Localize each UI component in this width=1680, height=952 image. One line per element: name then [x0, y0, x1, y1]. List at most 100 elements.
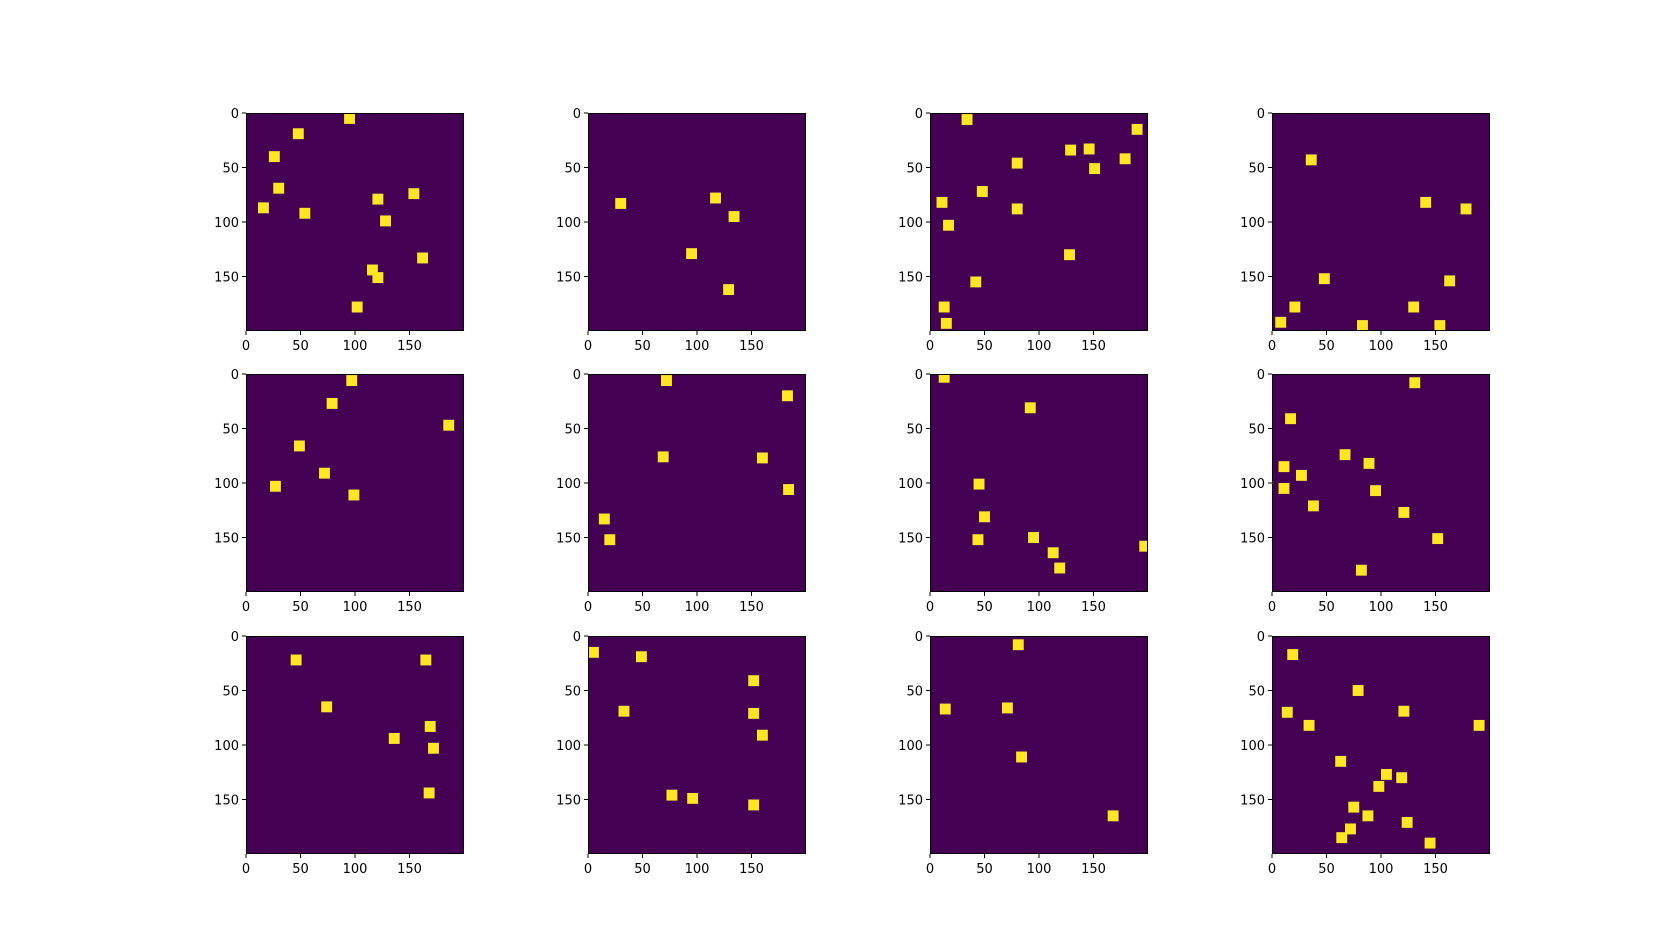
x-tick-label: 150	[739, 600, 764, 615]
data-square	[1054, 562, 1066, 574]
data-square	[783, 484, 795, 495]
data-square	[748, 707, 760, 719]
y-tick-label: 50	[564, 162, 581, 177]
y-tick-label: 0	[1257, 630, 1265, 645]
data-square	[443, 419, 455, 431]
x-tick-label: 150	[1081, 600, 1106, 615]
data-square	[348, 489, 360, 501]
data-square	[1424, 837, 1436, 849]
data-square	[1107, 810, 1119, 822]
data-square	[428, 742, 439, 754]
y-tick-label: 100	[556, 216, 581, 231]
data-square	[1295, 469, 1307, 481]
data-square	[1305, 154, 1317, 166]
heatmap-panel-7: 0 50 100 150 0 50 100 150	[898, 368, 1148, 615]
x-tick-label: 150	[739, 339, 764, 354]
data-square	[1408, 301, 1420, 313]
y-tick-label: 100	[214, 739, 239, 754]
data-square	[1473, 719, 1485, 731]
squares-group	[598, 375, 795, 546]
heatmap-panel-3: 0 50 100 150 0 50 100 150	[898, 107, 1148, 354]
data-square	[1345, 823, 1356, 835]
heatmap-background	[1272, 374, 1490, 592]
x-tick-label: 100	[343, 600, 368, 615]
heatmap-panel-12: 0 50 100 150 0 50 100 150	[1240, 630, 1490, 877]
heatmap-panel-4: 0 50 100 150 0 50 100 150	[1240, 107, 1490, 354]
data-square	[1275, 316, 1287, 328]
x-tick-label: 100	[1369, 600, 1394, 615]
data-square	[1352, 685, 1364, 696]
y-tick-label: 100	[1240, 739, 1265, 754]
x-tick-label: 0	[584, 600, 592, 615]
squares-group	[938, 374, 1148, 574]
y-tick-label: 50	[222, 423, 239, 438]
x-tick-label: 150	[1081, 862, 1106, 877]
x-tick-label: 100	[685, 339, 710, 354]
y-tick-label: 0	[573, 368, 581, 383]
data-square	[1016, 751, 1028, 763]
x-tick-label: 150	[397, 862, 422, 877]
y-tick-label: 150	[214, 794, 239, 809]
heatmap-background	[1272, 113, 1490, 331]
y-tick-label: 50	[222, 162, 239, 177]
data-square	[1434, 320, 1446, 331]
data-square	[1281, 706, 1293, 718]
data-square	[1381, 768, 1392, 780]
data-square	[346, 375, 358, 386]
y-tick-label: 0	[573, 630, 581, 645]
data-square	[976, 186, 988, 197]
y-tick-label: 150	[214, 532, 239, 547]
heatmap-background	[588, 636, 806, 854]
y-tick-label: 150	[556, 271, 581, 286]
heatmap-background	[246, 374, 464, 592]
x-tick-label: 150	[1423, 600, 1448, 615]
data-square	[1339, 449, 1351, 461]
axes-frame	[588, 113, 806, 331]
data-square	[618, 705, 630, 717]
data-square	[1278, 461, 1290, 473]
axes-frame	[246, 374, 464, 592]
x-tick-label: 0	[926, 600, 934, 615]
data-square	[290, 654, 302, 666]
data-square	[293, 440, 305, 452]
heatmap-background	[588, 374, 806, 592]
y-tick-label: 0	[1257, 107, 1265, 122]
y-tick-label: 0	[915, 107, 923, 122]
data-square	[979, 511, 990, 523]
y-tick-label: 50	[1248, 162, 1265, 177]
data-square	[1409, 377, 1421, 389]
data-square	[1012, 639, 1024, 651]
data-square	[604, 534, 616, 546]
data-square	[972, 534, 984, 546]
squares-group	[936, 114, 1143, 329]
x-tick-label: 150	[1423, 339, 1448, 354]
data-square	[1370, 485, 1381, 497]
data-square	[687, 792, 699, 804]
data-square	[380, 215, 391, 227]
heatmap-panel-6: 0 50 100 150 0 50 100 150	[556, 368, 806, 615]
data-square	[366, 264, 378, 276]
heatmap-panel-5: 0 50 100 150 0 50 100 150	[214, 368, 464, 615]
data-square	[943, 219, 954, 231]
data-square	[710, 192, 721, 204]
data-square	[936, 196, 948, 208]
data-square	[1336, 832, 1348, 844]
data-square	[344, 113, 355, 124]
data-square	[269, 480, 281, 492]
y-tick-label: 150	[556, 532, 581, 547]
data-square	[1131, 123, 1143, 135]
y-tick-label: 50	[906, 685, 923, 700]
y-tick-label: 50	[1248, 685, 1265, 700]
x-tick-label: 0	[584, 862, 592, 877]
y-tick-label: 100	[898, 477, 923, 492]
x-tick-label: 50	[976, 862, 993, 877]
x-tick-label: 50	[976, 339, 993, 354]
y-tick-label: 100	[898, 216, 923, 231]
y-tick-label: 50	[222, 685, 239, 700]
y-tick-label: 50	[906, 423, 923, 438]
heatmap-panel-11: 0 50 100 150 0 50 100 150	[898, 630, 1148, 877]
x-tick-label: 100	[343, 339, 368, 354]
y-tick-label: 150	[214, 271, 239, 286]
squares-group	[269, 375, 455, 501]
x-tick-label: 50	[292, 862, 309, 877]
